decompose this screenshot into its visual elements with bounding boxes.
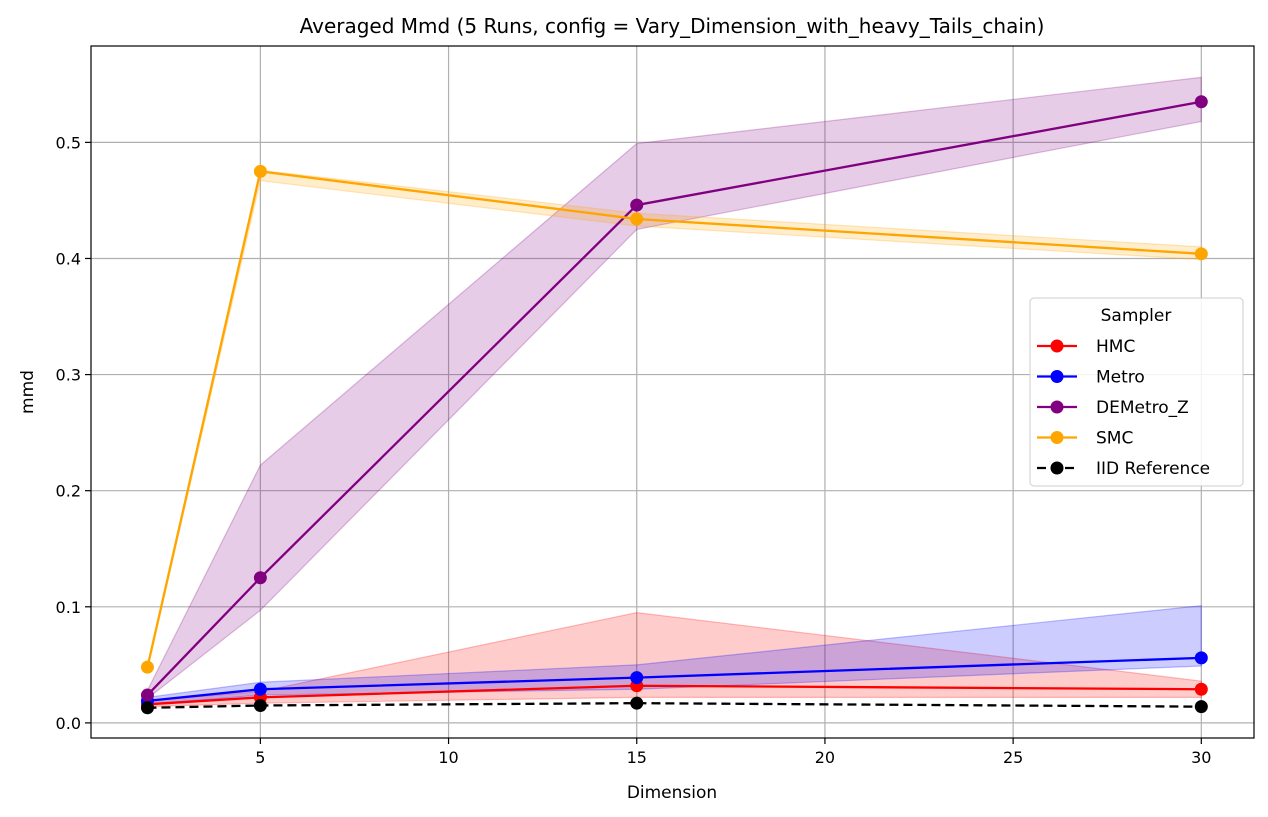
x-axis-label: Dimension bbox=[627, 783, 717, 803]
iid-reference-point bbox=[1194, 700, 1208, 714]
x-tick-label: 15 bbox=[627, 748, 647, 767]
iid-reference-point bbox=[253, 698, 267, 712]
smc-point bbox=[140, 660, 154, 674]
y-tick-label: 0.4 bbox=[56, 249, 81, 268]
legend: Sampler HMC Metro DEMetro_Z SMC IID Referenc… bbox=[1029, 297, 1244, 487]
demetro-z-point bbox=[253, 571, 267, 585]
x-tick-label: 5 bbox=[255, 748, 265, 767]
x-axis-ticks: 5 10 15 20 25 30 bbox=[255, 738, 1211, 767]
demetro-z-line bbox=[146, 100, 1202, 696]
legend-marker-hmc bbox=[1050, 339, 1064, 353]
hmc-line bbox=[147, 684, 1202, 706]
hmc-point bbox=[1194, 682, 1208, 696]
metro-point bbox=[630, 671, 644, 685]
legend-item-hmc: HMC bbox=[1037, 337, 1135, 357]
y-tick-label: 0.2 bbox=[56, 482, 81, 501]
legend-marker-metro bbox=[1050, 370, 1064, 383]
legend-marker-smc bbox=[1050, 431, 1064, 444]
legend-label-smc: SMC bbox=[1096, 429, 1133, 449]
y-tick-label: 0.0 bbox=[56, 714, 81, 733]
y-axis-label: mmd bbox=[18, 370, 38, 414]
iid-reference-point bbox=[140, 701, 154, 715]
legend-items: HMC Metro DEMetro_Z SMC IID Reference bbox=[1037, 337, 1210, 479]
legend-item-iid-reference: IID Reference bbox=[1037, 459, 1210, 479]
legend-item-demetro-z: DEMetro_Z bbox=[1037, 398, 1189, 418]
demetro-z-band bbox=[146, 76, 1202, 700]
smc-point bbox=[1194, 247, 1208, 261]
hmc-band bbox=[146, 611, 1202, 708]
x-tick-label: 25 bbox=[1003, 748, 1023, 767]
metro-point bbox=[253, 682, 267, 696]
legend-item-metro: Metro bbox=[1037, 368, 1145, 388]
confidence-bands bbox=[146, 76, 1202, 708]
y-tick-label: 0.3 bbox=[56, 366, 81, 385]
legend-label-hmc: HMC bbox=[1096, 337, 1135, 357]
demetro-z-point bbox=[1194, 95, 1208, 109]
y-axis-ticks: 0.0 0.1 0.2 0.3 0.4 0.5 bbox=[56, 133, 91, 733]
metro-line bbox=[147, 656, 1202, 702]
series-markers bbox=[140, 95, 1208, 715]
legend-label-demetro-z: DEMetro_Z bbox=[1096, 398, 1189, 418]
demetro-z-point bbox=[630, 198, 644, 212]
demetro-z-point bbox=[140, 688, 154, 702]
plot-frame bbox=[90, 45, 1255, 739]
smc-point bbox=[630, 212, 644, 226]
y-tick-label: 0.1 bbox=[56, 598, 81, 617]
legend-label-iid-reference: IID Reference bbox=[1096, 459, 1210, 479]
legend-marker-iid-reference bbox=[1050, 461, 1064, 475]
legend-marker-demetro-z bbox=[1050, 400, 1064, 414]
chart-title: Averaged Mmd (5 Runs, config = Vary_Dime… bbox=[300, 14, 1045, 38]
smc-point bbox=[253, 164, 267, 178]
x-tick-label: 10 bbox=[438, 748, 458, 767]
x-tick-label: 20 bbox=[815, 748, 835, 767]
series-lines bbox=[146, 100, 1202, 709]
legend-item-smc: SMC bbox=[1037, 429, 1133, 449]
legend-label-metro: Metro bbox=[1096, 368, 1145, 388]
y-tick-label: 0.5 bbox=[56, 133, 81, 152]
iid-reference-line bbox=[147, 702, 1202, 709]
iid-reference-point bbox=[630, 696, 644, 710]
smc-line bbox=[146, 170, 1202, 668]
legend-title: Sampler bbox=[1101, 306, 1172, 326]
x-tick-label: 30 bbox=[1191, 748, 1211, 767]
legend-box bbox=[1029, 297, 1244, 487]
metro-point bbox=[1194, 651, 1208, 665]
